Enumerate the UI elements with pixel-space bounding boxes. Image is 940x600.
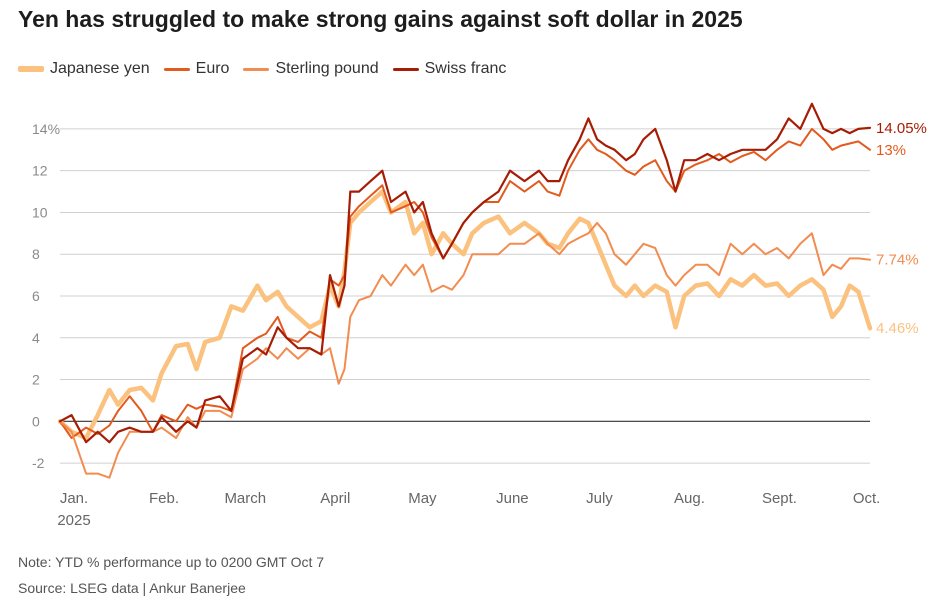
x-tick-label: May bbox=[408, 490, 437, 507]
x-tick-label: Feb. bbox=[149, 490, 179, 507]
series-line-euro bbox=[59, 127, 871, 439]
y-tick-label: 6 bbox=[32, 288, 40, 304]
chart-source: Source: LSEG data | Ankur Banerjee bbox=[18, 580, 246, 596]
x-tick-label: Sept. bbox=[762, 490, 797, 507]
end-label-swiss-franc: 14.05% bbox=[876, 120, 927, 137]
legend-item-euro: Euro bbox=[163, 60, 230, 78]
series-line-japanese-yen bbox=[57, 189, 873, 441]
x-tick-label: April bbox=[320, 490, 350, 507]
y-tick-label: 2 bbox=[32, 372, 40, 388]
chart-title: Yen has struggled to make strong gains a… bbox=[18, 6, 743, 32]
line-chart: -2 0 2 4 6 8 10 12 14% Jan. 2025 Feb. March April May J… bbox=[32, 102, 927, 529]
x-tick-label: Oct. bbox=[853, 490, 881, 507]
x-tick-label: July bbox=[586, 490, 613, 507]
chart-legend: Japanese yen Euro Sterling pound Swiss f… bbox=[18, 60, 520, 78]
y-tick-label: -2 bbox=[32, 455, 45, 471]
y-tick-label: 14% bbox=[32, 121, 60, 137]
legend-label-euro: Euro bbox=[195, 60, 230, 77]
end-label-euro: 13% bbox=[876, 142, 906, 159]
y-tick-label: 10 bbox=[32, 204, 48, 220]
chart-note: Note: YTD % performance up to 0200 GMT O… bbox=[18, 554, 325, 570]
legend-item-japanese-yen: Japanese yen bbox=[18, 60, 150, 78]
legend-swatch-euro bbox=[163, 67, 190, 71]
y-tick-label: 0 bbox=[32, 413, 40, 429]
y-tick-label: 8 bbox=[32, 246, 40, 262]
end-label-sterling-pound: 7.74% bbox=[876, 252, 919, 269]
legend-item-sterling-pound: Sterling pound bbox=[243, 60, 379, 78]
end-label-japanese-yen: 4.46% bbox=[876, 320, 919, 337]
legend-label-japanese-yen: Japanese yen bbox=[50, 60, 150, 77]
legend-swatch-swiss-franc bbox=[392, 67, 419, 71]
legend-label-swiss-franc: Swiss franc bbox=[424, 60, 507, 77]
y-tick-label: 4 bbox=[32, 330, 40, 346]
x-tick-label: June bbox=[496, 490, 529, 507]
x-tick-sublabel: 2025 bbox=[57, 512, 90, 529]
y-tick-label: 12 bbox=[32, 163, 48, 179]
legend-swatch-sterling-pound bbox=[243, 67, 270, 71]
legend-item-swiss-franc: Swiss franc bbox=[392, 60, 507, 78]
legend-label-sterling-pound: Sterling pound bbox=[275, 60, 379, 77]
x-tick-label: Jan. bbox=[60, 490, 88, 507]
series-line-sterling-pound bbox=[59, 221, 871, 479]
series-line-swiss-franc bbox=[58, 102, 872, 444]
legend-swatch-japanese-yen bbox=[18, 66, 44, 72]
x-tick-label: March bbox=[224, 490, 266, 507]
x-tick-label: Aug. bbox=[674, 490, 705, 507]
